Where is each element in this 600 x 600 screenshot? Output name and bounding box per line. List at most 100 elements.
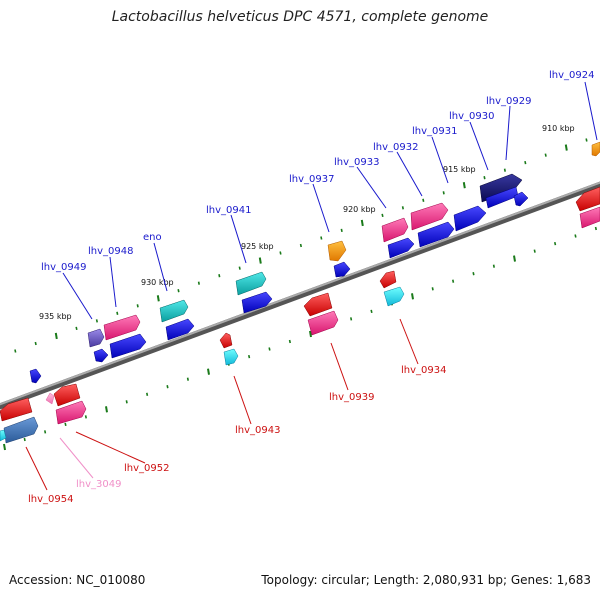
scale-tick xyxy=(75,326,78,331)
scale-tick xyxy=(95,319,98,323)
gene-label-lhv-0931: lhv_0931 xyxy=(412,126,457,137)
scale-tick xyxy=(431,287,434,291)
gene-lhv-0949 xyxy=(87,328,105,348)
gene-label-lhv-0939: lhv_0939 xyxy=(329,392,374,403)
scale-tick xyxy=(544,153,547,157)
scale-tick xyxy=(218,274,221,278)
scale-tick xyxy=(320,236,323,240)
scale-tick xyxy=(309,330,312,338)
gene-lhv-0948b xyxy=(109,333,147,359)
gene-lhv-0943b xyxy=(223,348,239,366)
scale-tick xyxy=(238,266,241,270)
scale-tick xyxy=(340,228,343,233)
gene-label-lhv-3049: lhv_3049 xyxy=(76,479,121,490)
scale-label-915: 915 kbp xyxy=(443,165,476,174)
scale-tick xyxy=(422,198,425,202)
gene-lhv-0934 xyxy=(379,270,397,289)
gene-label-lhv-0949: lhv_0949 xyxy=(41,262,86,273)
scale-label-925: 925 kbp xyxy=(241,242,274,251)
gene-lhv-0949b xyxy=(93,348,109,363)
scale-tick xyxy=(524,160,527,165)
gene-label-lhv-0952: lhv_0952 xyxy=(124,463,169,474)
scale-tick xyxy=(54,332,58,340)
gene-lhv-0941 xyxy=(235,271,267,296)
scale-tick xyxy=(125,400,128,404)
gene-label-lhv-0941: lhv_0941 xyxy=(206,205,251,216)
scale-tick xyxy=(44,430,47,434)
scale-label-935: 935 kbp xyxy=(39,312,72,321)
reverse-genes xyxy=(0,186,600,444)
gene-label-lhv-0929: lhv_0929 xyxy=(486,96,531,107)
scale-tick xyxy=(186,377,189,381)
topology-text: Topology: circular; Length: 2,080,931 bp… xyxy=(261,573,591,587)
gene-lhv-0924-rev xyxy=(575,186,600,212)
scale-tick xyxy=(533,249,536,253)
gene-lhv-0934b xyxy=(383,286,405,307)
scale-tick xyxy=(574,234,577,238)
callout-lhv-3049 xyxy=(59,437,94,479)
gene-lhv-0939b xyxy=(307,310,339,336)
scale-tick xyxy=(554,241,557,246)
gene-lhv-0931 xyxy=(453,205,487,232)
gene-label-lhv-0930: lhv_0930 xyxy=(449,111,494,122)
scale-tick xyxy=(207,368,210,375)
gene-lhv-0939 xyxy=(303,292,333,317)
gene-lhv-0932 xyxy=(410,202,449,231)
gene-lhv-0941b xyxy=(241,291,273,314)
scale-tick xyxy=(146,392,149,396)
scale-tick xyxy=(452,279,455,283)
gene-lhv-0937b xyxy=(333,261,351,278)
scale-tick xyxy=(381,213,384,218)
scale-tick xyxy=(472,272,475,276)
scale-tick xyxy=(350,317,353,321)
scale-tick xyxy=(105,406,108,413)
scale-label-910: 910 kbp xyxy=(542,124,575,133)
scale-tick xyxy=(268,347,271,351)
scale-tick xyxy=(116,311,119,315)
gene-lhv-0952b xyxy=(55,400,87,425)
scale-tick xyxy=(442,191,445,195)
gene-unlabeled-1 xyxy=(29,368,42,384)
scale-tick xyxy=(248,354,251,359)
gene-label-lhv-0937: lhv_0937 xyxy=(289,174,334,185)
gene-lhv-0929 xyxy=(479,173,523,203)
gene-eno-b xyxy=(165,318,195,341)
gene-label-lhv-0943: lhv_0943 xyxy=(235,425,280,436)
scale-tick xyxy=(64,422,67,427)
scale-tick xyxy=(84,415,87,419)
scale-label-930: 930 kbp xyxy=(141,278,174,287)
gene-label-lhv-0948: lhv_0948 xyxy=(88,246,133,257)
gene-lhv-0930 xyxy=(513,191,529,207)
genome-backbone xyxy=(0,181,600,410)
genome-title: Lactobacillus helveticus DPC 4571, compl… xyxy=(111,9,489,25)
scale-tick xyxy=(279,251,282,255)
scale-tick xyxy=(288,339,291,344)
scale-tick xyxy=(594,226,597,231)
scale-tick xyxy=(483,176,486,180)
gene-unlabeled-2 xyxy=(0,429,7,442)
gene-lhv-0954b xyxy=(3,416,39,444)
gene-lhv-0948 xyxy=(103,314,141,341)
scale-tick xyxy=(503,168,506,172)
gene-lhv-0937 xyxy=(327,240,347,262)
scale-tick xyxy=(34,341,37,346)
gene-label-eno: eno xyxy=(143,232,162,243)
gene-label-lhv-0933: lhv_0933 xyxy=(334,157,379,168)
scale-tick xyxy=(564,144,568,151)
gene-lhv-0943 xyxy=(219,332,233,349)
scale-tick xyxy=(585,138,588,142)
gene-lhv-3049 xyxy=(45,392,55,405)
gene-lhv-0954 xyxy=(0,397,33,422)
gene-label-lhv-0924: lhv_0924 xyxy=(549,70,594,81)
gene-label-lhv-0954: lhv_0954 xyxy=(28,494,73,505)
gene-lhv-0952 xyxy=(53,383,81,407)
gene-lhv-0932b xyxy=(417,221,455,248)
gene-label-lhv-0934: lhv_0934 xyxy=(401,365,446,376)
scale-tick xyxy=(177,289,180,293)
scale-tick xyxy=(370,309,373,314)
scale-tick xyxy=(136,304,139,308)
scale-tick xyxy=(197,281,200,285)
scale-tick xyxy=(401,206,404,210)
